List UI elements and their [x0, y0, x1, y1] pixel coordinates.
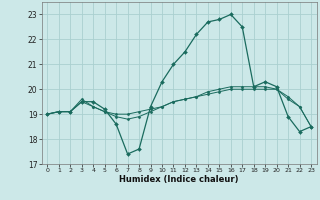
X-axis label: Humidex (Indice chaleur): Humidex (Indice chaleur) — [119, 175, 239, 184]
